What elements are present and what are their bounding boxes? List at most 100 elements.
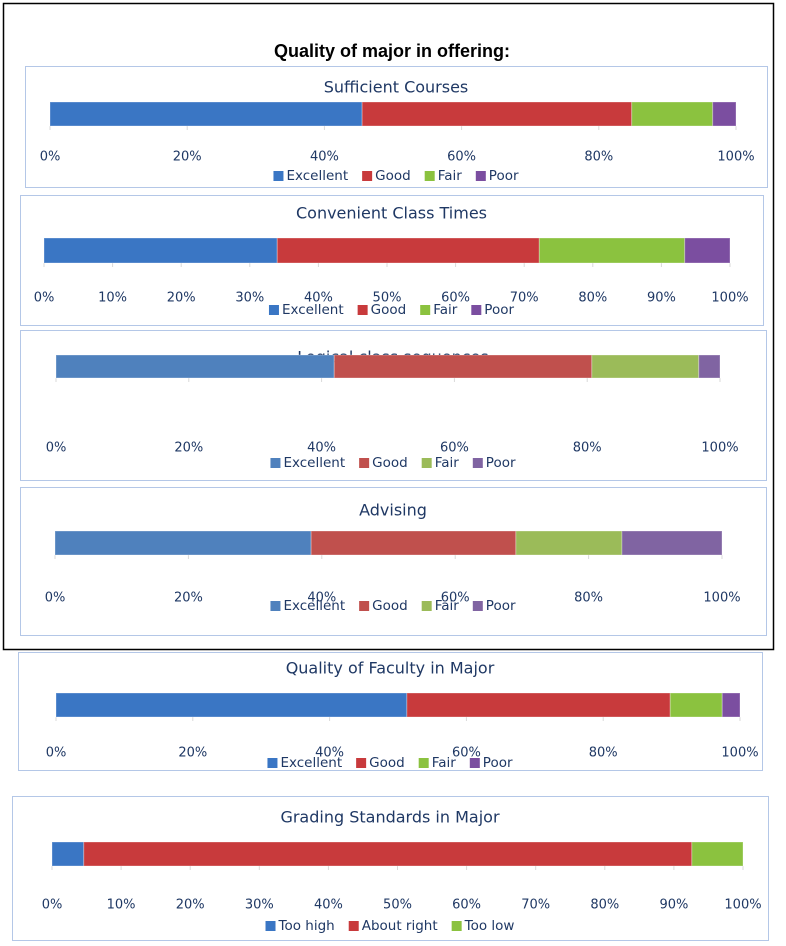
bar-segment [591, 354, 700, 379]
legend-label: Too high [278, 918, 335, 934]
x-tick-label: 30% [235, 291, 264, 306]
x-tick-label: 100% [721, 746, 758, 761]
legend-label: Poor [489, 168, 519, 184]
legend-swatch [359, 458, 370, 468]
heading: Quality of major in offering: [274, 41, 510, 61]
legend-swatch [420, 305, 431, 315]
chart-title: Sufficient Courses [324, 78, 469, 97]
x-tick-label: 60% [441, 591, 470, 606]
x-tick-label: 60% [447, 150, 476, 165]
chart-frame [18, 652, 763, 771]
x-tick-label: 40% [307, 591, 336, 606]
x-tick-label: 20% [176, 898, 205, 913]
legend-label: Good [372, 598, 408, 614]
legend-label: Good [371, 302, 407, 318]
x-tick-label: 40% [314, 898, 343, 913]
legend-swatch [418, 758, 429, 768]
x-tick-label: 10% [107, 898, 136, 913]
bar-segment [721, 692, 741, 718]
legend-label: Too low [464, 918, 515, 934]
legend-label: Excellent [280, 755, 342, 771]
legend-swatch [357, 305, 368, 315]
chart-title: Quality of Faculty in Major [286, 659, 495, 678]
x-tick-label: 40% [307, 441, 336, 456]
bar-segment [691, 841, 744, 867]
legend-label: Good [369, 755, 405, 771]
legend-swatch [469, 758, 480, 768]
chart-frame [20, 195, 764, 326]
x-tick-label: 0% [46, 441, 67, 456]
bar-segment [55, 354, 335, 379]
x-tick-label: 80% [573, 441, 602, 456]
bar-segment [631, 101, 714, 127]
bar-segment [54, 530, 312, 556]
legend-swatch [268, 305, 279, 315]
legend-swatch [421, 458, 432, 468]
chart-frame [25, 66, 768, 188]
x-tick-label: 0% [34, 291, 55, 306]
x-tick-label: 100% [703, 591, 740, 606]
bar-segment [276, 237, 540, 264]
legend-label: Excellent [282, 302, 344, 318]
chart-frame [20, 330, 767, 481]
legend-label: Poor [483, 755, 513, 771]
legend-label: Poor [484, 302, 514, 318]
x-tick-label: 40% [315, 746, 344, 761]
chart-frame [12, 796, 769, 941]
x-tick-label: 60% [452, 898, 481, 913]
x-tick-label: 20% [173, 150, 202, 165]
legend-swatch [270, 458, 281, 468]
bar-segment [538, 237, 686, 264]
legend-label: Fair [435, 598, 460, 614]
bar-segment [49, 101, 363, 127]
x-tick-label: 0% [42, 898, 63, 913]
chart-frame [20, 487, 767, 636]
bar-segment [83, 841, 693, 867]
legend-swatch [472, 601, 483, 611]
legend-label: Good [372, 455, 408, 471]
bar-segment [406, 692, 671, 718]
bar-segment [51, 841, 85, 867]
legend-label: Poor [486, 455, 516, 471]
x-tick-label: 60% [440, 441, 469, 456]
x-tick-label: 70% [510, 291, 539, 306]
outer-frame [2, 2, 775, 651]
legend-label: Fair [432, 755, 457, 771]
x-tick-label: 40% [310, 150, 339, 165]
legend-swatch [472, 458, 483, 468]
x-tick-label: 0% [45, 591, 66, 606]
legend-label: Fair [435, 455, 460, 471]
x-tick-label: 100% [724, 898, 761, 913]
legend-label: Good [375, 168, 411, 184]
legend-swatch [267, 758, 278, 768]
legend-swatch [362, 171, 373, 181]
x-tick-label: 80% [584, 150, 613, 165]
x-tick-label: 0% [46, 746, 67, 761]
x-tick-label: 80% [574, 591, 603, 606]
x-tick-label: 90% [659, 898, 688, 913]
x-tick-label: 30% [245, 898, 274, 913]
x-tick-label: 50% [373, 291, 402, 306]
x-tick-label: 60% [441, 291, 470, 306]
x-tick-label: 20% [174, 591, 203, 606]
legend-swatch [270, 601, 281, 611]
legend-label: Excellent [283, 598, 345, 614]
legend-label: Poor [486, 598, 516, 614]
legend-swatch [475, 171, 486, 181]
bar-segment [698, 354, 721, 379]
x-tick-label: 40% [304, 291, 333, 306]
legend-swatch [356, 758, 367, 768]
x-tick-label: 60% [452, 746, 481, 761]
bar-segment [55, 692, 408, 718]
legend-label: Excellent [283, 455, 345, 471]
x-tick-label: 20% [178, 746, 207, 761]
chart-title: Grading Standards in Major [280, 808, 499, 827]
x-tick-label: 20% [167, 291, 196, 306]
legend-swatch [359, 601, 370, 611]
bar-segment [669, 692, 723, 718]
legend-swatch [451, 921, 462, 931]
chart-title: Convenient Class Times [296, 204, 487, 223]
x-tick-label: 0% [40, 150, 61, 165]
x-tick-label: 80% [578, 291, 607, 306]
